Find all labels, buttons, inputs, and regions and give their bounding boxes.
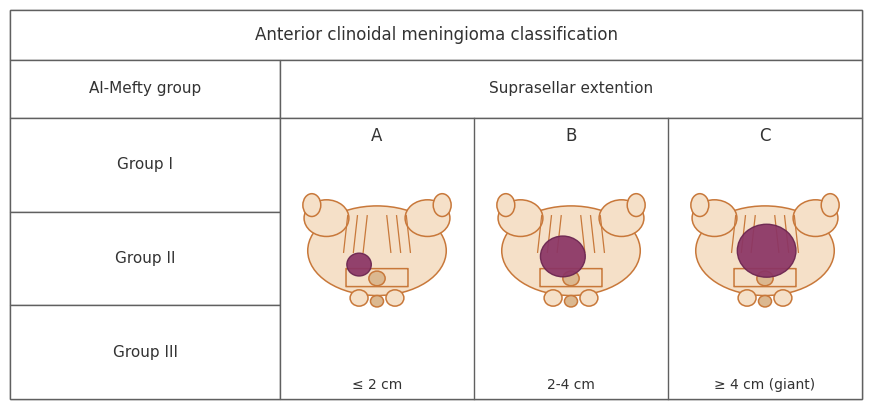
Ellipse shape [497, 194, 514, 216]
Text: C: C [760, 127, 771, 145]
Bar [10, 306, 280, 399]
Ellipse shape [351, 290, 368, 306]
Bar [10, 212, 280, 306]
Text: ≥ 4 cm (giant): ≥ 4 cm (giant) [714, 378, 815, 392]
FancyBboxPatch shape [734, 269, 796, 287]
Ellipse shape [501, 206, 640, 296]
Ellipse shape [821, 194, 839, 216]
FancyBboxPatch shape [346, 269, 408, 287]
Ellipse shape [541, 236, 585, 277]
Ellipse shape [691, 194, 709, 216]
Ellipse shape [696, 206, 835, 296]
FancyBboxPatch shape [540, 269, 602, 287]
Ellipse shape [386, 290, 404, 306]
Ellipse shape [303, 194, 321, 216]
Ellipse shape [308, 206, 446, 296]
Ellipse shape [774, 290, 792, 306]
Ellipse shape [580, 290, 598, 306]
Ellipse shape [738, 290, 756, 306]
Bar [10, 60, 280, 118]
Ellipse shape [759, 296, 772, 307]
Ellipse shape [627, 194, 645, 216]
Bar [10, 10, 862, 60]
Bar [10, 118, 280, 212]
Ellipse shape [692, 200, 737, 236]
Ellipse shape [738, 224, 796, 277]
Ellipse shape [562, 271, 579, 286]
Ellipse shape [405, 200, 450, 236]
Text: Al-Mefty group: Al-Mefty group [89, 81, 201, 97]
Text: A: A [371, 127, 383, 145]
Ellipse shape [794, 200, 838, 236]
Ellipse shape [544, 290, 562, 306]
Ellipse shape [347, 253, 371, 276]
Ellipse shape [433, 194, 451, 216]
Text: B: B [565, 127, 576, 145]
Ellipse shape [371, 296, 384, 307]
Ellipse shape [757, 271, 773, 286]
Text: Suprasellar extention: Suprasellar extention [489, 81, 653, 97]
Bar [280, 118, 862, 399]
Ellipse shape [369, 271, 385, 286]
Text: Group I: Group I [117, 157, 173, 172]
Ellipse shape [304, 200, 349, 236]
Ellipse shape [564, 296, 577, 307]
Text: 2-4 cm: 2-4 cm [547, 378, 595, 392]
Text: ≤ 2 cm: ≤ 2 cm [352, 378, 402, 392]
Ellipse shape [498, 200, 543, 236]
Text: Anterior clinoidal meningioma classification: Anterior clinoidal meningioma classifica… [255, 26, 617, 44]
Text: Group III: Group III [112, 345, 178, 360]
Text: Group II: Group II [115, 251, 175, 266]
Ellipse shape [599, 200, 644, 236]
Bar [280, 60, 862, 118]
